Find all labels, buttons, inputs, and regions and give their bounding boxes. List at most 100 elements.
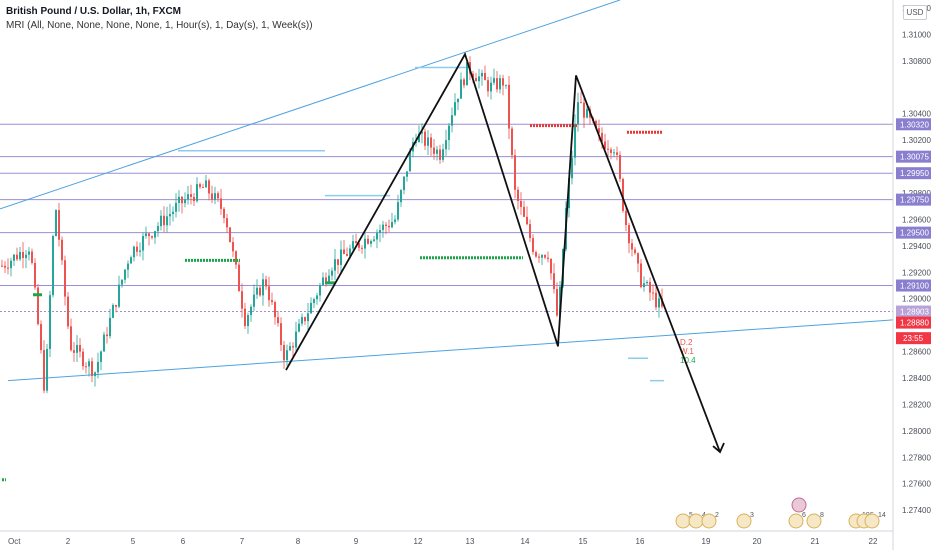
candle-body: [643, 283, 645, 288]
event-flag-icon[interactable]: [791, 497, 807, 513]
price-tick-label: 1.27800: [902, 453, 931, 462]
zigzag-pattern: [285, 52, 725, 454]
event-flag-icon[interactable]: [806, 513, 822, 529]
candle-body: [196, 184, 198, 202]
candles: [1, 56, 663, 394]
candle-body: [109, 317, 111, 337]
candle-body: [526, 216, 528, 225]
candle-body: [214, 193, 216, 200]
candle-body: [598, 128, 600, 133]
indicator-marks: D.2W.110.4: [2, 124, 696, 482]
candle-body: [418, 133, 420, 142]
candle-body: [475, 78, 477, 82]
candle-body: [619, 154, 621, 179]
candle-body: [160, 215, 162, 227]
time-tick-label: 2: [66, 537, 71, 546]
candle-body: [409, 151, 411, 172]
candle-body: [193, 196, 195, 202]
candle-body: [571, 157, 573, 179]
candle-body: [586, 109, 588, 118]
price-tick-label: 1.28000: [902, 427, 931, 436]
event-flag-icon[interactable]: [688, 513, 704, 529]
currency-button[interactable]: USD: [903, 5, 927, 20]
candle-body: [364, 238, 366, 249]
event-flag-icon[interactable]: [788, 513, 804, 529]
candle-body: [394, 219, 396, 223]
candle-body: [439, 149, 441, 160]
candle-body: [112, 305, 114, 318]
candle-body: [535, 252, 537, 257]
candle-body: [34, 262, 36, 288]
indicator-legend[interactable]: MRI (All, None, None, None, None, 1, Hou…: [6, 20, 313, 31]
candle-body: [637, 253, 639, 264]
candle-body: [265, 279, 267, 287]
candle-body: [205, 180, 207, 188]
level-label: 1.29100: [900, 282, 929, 291]
candle-body: [427, 137, 429, 146]
candle-body: [148, 233, 150, 237]
candle-body: [325, 277, 327, 282]
chart-title: British Pound / U.S. Dollar, 1h, FXCM: [6, 6, 182, 17]
time-tick-label: 7: [240, 537, 245, 546]
event-flag-icon[interactable]: [701, 513, 717, 529]
candle-body: [577, 102, 579, 124]
candle-body: [502, 78, 504, 86]
candle-body: [226, 218, 228, 228]
candle-body: [4, 265, 6, 268]
candle-body: [220, 198, 222, 209]
candle-body: [457, 98, 459, 103]
candle-body: [139, 250, 141, 252]
candle-body: [382, 224, 384, 230]
time-tick-label: Oct: [8, 537, 21, 546]
candle-body: [10, 260, 12, 269]
support-trendline: [7, 319, 894, 382]
current-price-label-bg: [896, 305, 931, 318]
candle-body: [304, 317, 306, 322]
price-tick-label: 1.30200: [902, 136, 931, 145]
event-flag-icon[interactable]: [864, 513, 880, 529]
candle-body: [580, 102, 582, 104]
candle-body: [307, 313, 309, 322]
event-flag-icon[interactable]: [675, 513, 691, 529]
candle-body: [613, 152, 615, 154]
candle-body: [658, 298, 660, 308]
candle-body: [208, 180, 210, 194]
candle-body: [424, 131, 426, 146]
event-flag-icon[interactable]: [736, 513, 752, 529]
candle-body: [223, 208, 225, 219]
mri-label: 10.4: [680, 356, 696, 365]
candle-body: [442, 149, 444, 160]
event-count: 6: [802, 512, 806, 519]
time-tick-label: 21: [811, 537, 820, 546]
candle-body: [61, 239, 63, 261]
candle-body: [334, 259, 336, 271]
candle-body: [523, 206, 525, 217]
time-axis[interactable]: Oct 2 5 6 7 8 9 12 13 14 15 16 19 20 21 22: [0, 530, 893, 546]
price-tick-label: 1.27600: [902, 480, 931, 489]
current-price-label: 1.28903: [900, 308, 929, 317]
candle-body: [490, 82, 492, 92]
candle-body: [58, 210, 60, 240]
candle-body: [634, 249, 636, 254]
candle-body: [76, 344, 78, 353]
candle-body: [616, 152, 618, 155]
candle-body: [121, 279, 123, 285]
candle-body: [553, 273, 555, 290]
price-axis[interactable]: 1.312001.310001.308001.304001.302001.298…: [892, 0, 932, 550]
candle-body: [67, 296, 69, 327]
candle-body: [322, 277, 324, 286]
candle-body: [151, 236, 153, 238]
candle-body: [37, 287, 39, 325]
level-label-bg: [896, 167, 931, 180]
price-tick-label: 1.30800: [902, 57, 931, 66]
candle-body: [55, 210, 57, 237]
candle-body: [241, 291, 243, 309]
price-tick-label: 1.28200: [902, 400, 931, 409]
candle-body: [40, 324, 42, 351]
candle-body: [181, 196, 183, 204]
candle-body: [463, 79, 465, 86]
candle-body: [13, 254, 15, 261]
candle-body: [124, 269, 126, 280]
candle-body: [343, 249, 345, 255]
